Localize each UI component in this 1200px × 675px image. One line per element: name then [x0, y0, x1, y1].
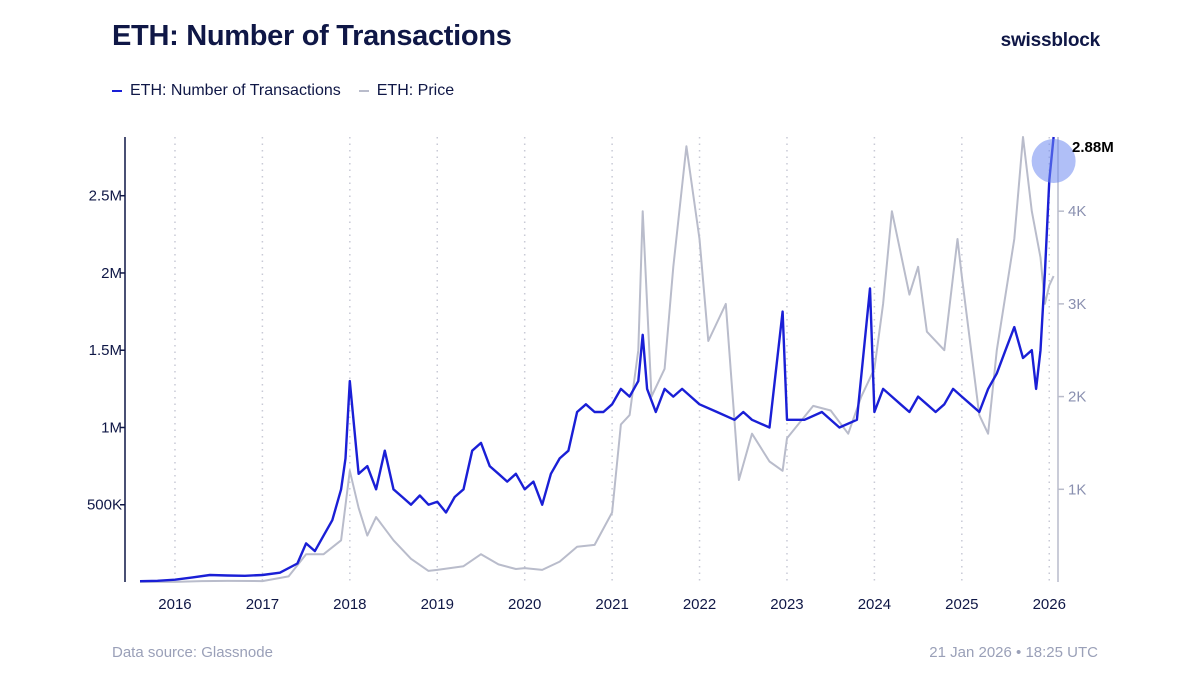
legend-swatch-price [358, 90, 369, 92]
legend-item-price[interactable]: ETH: Price [358, 82, 455, 100]
x-tick-2022: 2022 [683, 596, 716, 613]
series-line-price [140, 136, 1055, 583]
legend-label-transactions: ETH: Number of Transactions [130, 82, 341, 99]
x-tick-2026: 2026 [1033, 596, 1066, 613]
grid-lines [174, 137, 1051, 582]
x-tick-2021: 2021 [595, 596, 628, 613]
y-right-tick-1K: 1K [1068, 481, 1086, 498]
callout-marker [1031, 139, 1076, 183]
tick-labels: 2016 2017 2018 2019 2020 2021 2022 2023 2024 2025… [87, 188, 1086, 613]
legend-swatch-transactions [112, 90, 122, 92]
y-left-tick-500K: 500K [87, 497, 122, 514]
axes [120, 137, 1064, 582]
x-tick-2016: 2016 [158, 596, 191, 613]
x-tick-2018: 2018 [333, 596, 366, 613]
x-tick-2020: 2020 [508, 596, 541, 613]
legend: ETH: Number of Transactions ETH: Price [112, 82, 454, 100]
y-right-tick-3K: 3K [1068, 296, 1086, 313]
y-left-tick-2.5M: 2.5M [89, 188, 122, 205]
x-tick-2025: 2025 [945, 596, 978, 613]
legend-label-price: ETH: Price [376, 82, 455, 99]
x-tick-2017: 2017 [246, 596, 279, 613]
x-tick-2023: 2023 [770, 596, 803, 613]
y-right-tick-4K: 4K [1068, 203, 1086, 220]
price-series [140, 136, 1055, 583]
callout-label: 2.88M [1072, 139, 1114, 156]
data-source: Data source: Glassnode [112, 644, 273, 661]
callout: 2.88M [1031, 139, 1114, 183]
data-source-label: Data source: [112, 644, 198, 661]
brand-logo: swissblock [1000, 30, 1101, 51]
series-line-transactions [139, 136, 1055, 583]
x-tick-2019: 2019 [421, 596, 454, 613]
y-left-tick-1M: 1M [101, 419, 122, 436]
legend-item-transactions[interactable]: ETH: Number of Transactions [112, 82, 341, 100]
x-tick-2024: 2024 [858, 596, 891, 613]
y-left-tick-1.5M: 1.5M [89, 342, 122, 359]
chart-title: ETH: Number of Transactions [112, 20, 512, 52]
data-source-name: Glassnode [201, 644, 273, 661]
transactions-series [139, 136, 1055, 583]
y-left-tick-2M: 2M [101, 265, 122, 282]
y-right-tick-2K: 2K [1068, 389, 1086, 406]
timestamp: 21 Jan 2026 • 18:25 UTC [929, 644, 1098, 661]
